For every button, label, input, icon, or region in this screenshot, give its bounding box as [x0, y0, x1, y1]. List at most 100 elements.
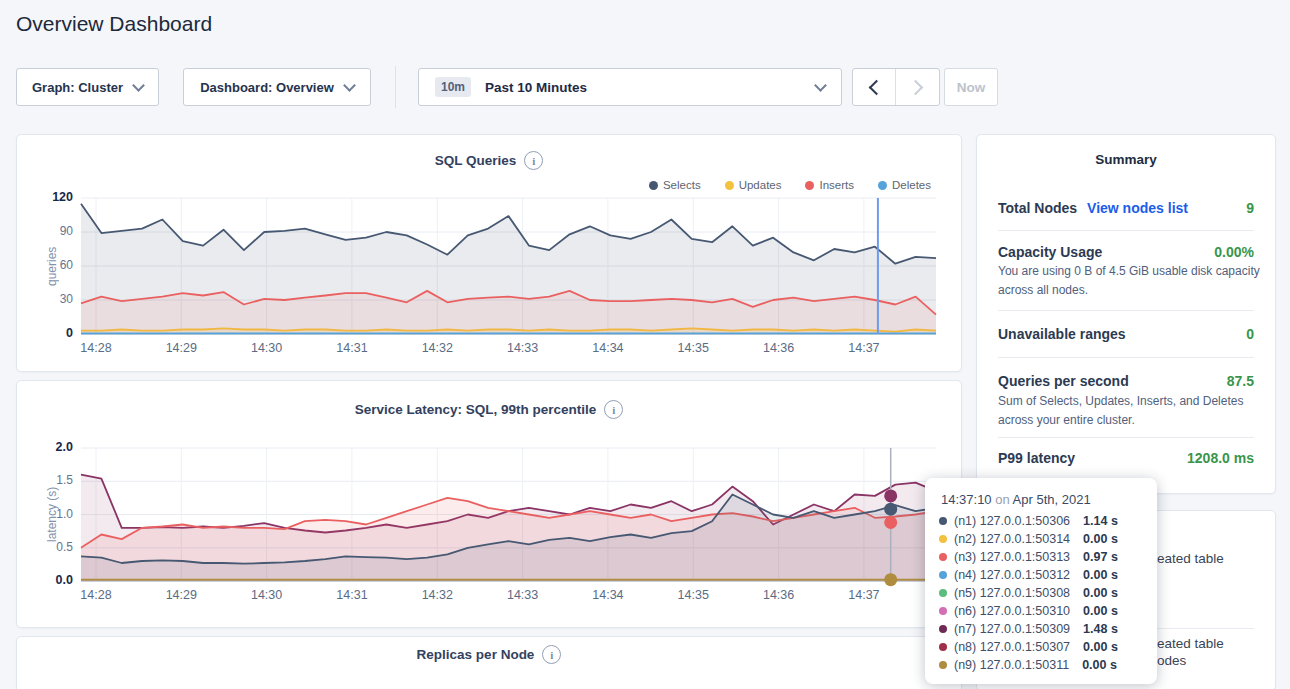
- node-color-dot: [939, 607, 947, 615]
- y-axis-tick: 0: [17, 326, 73, 340]
- info-icon[interactable]: i: [542, 645, 561, 664]
- chevron-left-icon: [868, 79, 884, 95]
- x-axis-tick: 14:34: [584, 588, 632, 602]
- legend-item[interactable]: Updates: [725, 179, 782, 191]
- x-axis-tick: 14:37: [840, 588, 888, 602]
- x-axis-tick: 14:34: [584, 341, 632, 355]
- node-latency-value: 0.97 s: [1083, 550, 1118, 564]
- x-axis-tick: 14:35: [669, 341, 717, 355]
- chevron-down-icon: [343, 79, 356, 92]
- tooltip-row: (n2) 127.0.0.1:50314 0.00 s: [925, 530, 1157, 548]
- y-axis-tick: 1.0: [17, 507, 73, 521]
- chart-canvas: [81, 198, 936, 334]
- node-address: (n5) 127.0.0.1:50308: [954, 586, 1070, 600]
- tooltip-row: (n6) 127.0.0.1:503100.00 s: [925, 602, 1157, 620]
- x-axis-tick: 14:36: [755, 341, 803, 355]
- node-address: (n8) 127.0.0.1:50307: [954, 640, 1070, 654]
- event-text-fragment: eated table: [1157, 551, 1224, 566]
- tooltip-row: (n9) 127.0.0.1:50311 0.00 s: [925, 656, 1157, 674]
- summary-divider: [998, 310, 1254, 311]
- node-latency-value: 0.00 s: [1083, 586, 1118, 600]
- y-axis-tick: 0.5: [17, 540, 73, 554]
- x-axis-tick: 14:32: [413, 341, 461, 355]
- chart-canvas: [81, 448, 936, 581]
- capacity-usage-label: Capacity Usage: [998, 243, 1102, 261]
- graph-dropdown[interactable]: Graph: Cluster: [16, 68, 159, 106]
- chart-title: Replicas per Node: [417, 647, 535, 662]
- now-button[interactable]: Now: [944, 68, 998, 106]
- legend-label: Inserts: [819, 179, 854, 191]
- total-nodes-value: 9: [1246, 199, 1254, 217]
- x-axis-tick: 14:29: [157, 341, 205, 355]
- hover-point-dot: [884, 516, 897, 529]
- capacity-usage-description: You are using 0 B of 4.5 GiB usable disk…: [998, 262, 1260, 300]
- legend-dot: [725, 181, 734, 190]
- x-axis-tick: 14:35: [669, 588, 717, 602]
- node-latency-value: 0.00 s: [1082, 658, 1117, 672]
- legend-item[interactable]: Selects: [649, 179, 701, 191]
- view-nodes-list-link[interactable]: View nodes list: [1087, 199, 1188, 217]
- time-range-dropdown[interactable]: 10m Past 10 Minutes: [418, 68, 842, 106]
- node-latency-value: 0.00 s: [1083, 532, 1118, 546]
- chevron-down-icon: [814, 79, 827, 92]
- node-address: (n2) 127.0.0.1:50314: [954, 532, 1070, 546]
- x-axis-tick: 14:31: [328, 588, 376, 602]
- node-address: (n3) 127.0.0.1:50313: [954, 550, 1070, 564]
- node-latency-value: 0.00 s: [1083, 604, 1118, 618]
- y-axis-tick: 30: [17, 292, 73, 306]
- node-address: (n7) 127.0.0.1:50309: [954, 622, 1070, 636]
- legend-item[interactable]: Deletes: [878, 179, 931, 191]
- tooltip-row: (n8) 127.0.0.1:503070.00 s: [925, 638, 1157, 656]
- queries-per-second-label: Queries per second: [998, 372, 1129, 390]
- legend-item[interactable]: Inserts: [805, 179, 854, 191]
- event-text-fragment: eated table: [1157, 636, 1224, 651]
- tooltip-timestamp: 14:37:10 on Apr 5th, 2021: [925, 490, 1157, 512]
- time-next-button[interactable]: [896, 69, 939, 105]
- queries-per-second-row: Queries per second 87.5: [998, 372, 1254, 390]
- x-axis-tick: 14:33: [499, 588, 547, 602]
- x-axis-tick: 14:37: [840, 341, 888, 355]
- p99-latency-row: P99 latency 1208.0 ms: [998, 449, 1254, 467]
- time-prev-button[interactable]: [853, 69, 896, 105]
- page-title: Overview Dashboard: [16, 12, 212, 36]
- tooltip-date: Apr 5th, 2021: [1013, 492, 1091, 507]
- summary-heading: Summary: [977, 152, 1275, 167]
- legend-dot: [805, 181, 814, 190]
- x-axis-tick: 14:30: [243, 588, 291, 602]
- service-latency-chart[interactable]: 0.00.51.01.52.014:2814:2914:3014:3114:32…: [81, 448, 936, 581]
- info-icon[interactable]: i: [524, 151, 543, 170]
- info-icon[interactable]: i: [604, 400, 623, 419]
- sql-queries-chart[interactable]: 030609012014:2814:2914:3014:3114:3214:33…: [81, 198, 936, 334]
- summary-panel: Summary Total Nodes View nodes list 9 Ca…: [976, 134, 1276, 494]
- x-axis-tick: 14:33: [499, 341, 547, 355]
- event-text-fragment: odes: [1157, 653, 1186, 668]
- tooltip-time: 14:37:10: [941, 492, 992, 507]
- y-axis-tick: 90: [17, 224, 73, 238]
- node-latency-value: 1.48 s: [1083, 622, 1118, 636]
- y-axis-tick: 60: [17, 258, 73, 272]
- dashboard-dropdown[interactable]: Dashboard: Overview: [183, 68, 371, 106]
- node-color-dot: [939, 589, 947, 597]
- queries-per-second-description: Sum of Selects, Updates, Inserts, and De…: [998, 392, 1260, 430]
- legend-dot: [878, 181, 887, 190]
- sql-queries-card: SQL Queries i Selects Updates Inserts Delet…: [16, 134, 962, 372]
- legend-label: Selects: [663, 179, 701, 191]
- tooltip-row: (n7) 127.0.0.1:50309 1.48 s: [925, 620, 1157, 638]
- chart-title: SQL Queries: [435, 153, 517, 168]
- tooltip-row: (n5) 127.0.0.1:50308 0.00 s: [925, 584, 1157, 602]
- legend-label: Deletes: [892, 179, 931, 191]
- time-nav-group: [852, 68, 940, 106]
- node-color-dot: [939, 517, 947, 525]
- x-axis-tick: 14:29: [157, 588, 205, 602]
- chart-title: Service Latency: SQL, 99th percentile: [355, 402, 597, 417]
- node-color-dot: [939, 535, 947, 543]
- toolbar-divider: [395, 66, 396, 108]
- total-nodes-row: Total Nodes View nodes list 9: [998, 199, 1254, 217]
- y-axis-tick: 2.0: [17, 440, 73, 454]
- unavailable-ranges-label: Unavailable ranges: [998, 325, 1126, 343]
- capacity-usage-row: Capacity Usage 0.00%: [998, 243, 1254, 261]
- node-address: (n9) 127.0.0.1:50311: [954, 658, 1069, 672]
- node-color-dot: [939, 661, 947, 669]
- chart-legend: Selects Updates Inserts Deletes: [649, 179, 931, 191]
- chart-hover-tooltip: 14:37:10 on Apr 5th, 2021 (n1) 127.0.0.1…: [925, 478, 1157, 684]
